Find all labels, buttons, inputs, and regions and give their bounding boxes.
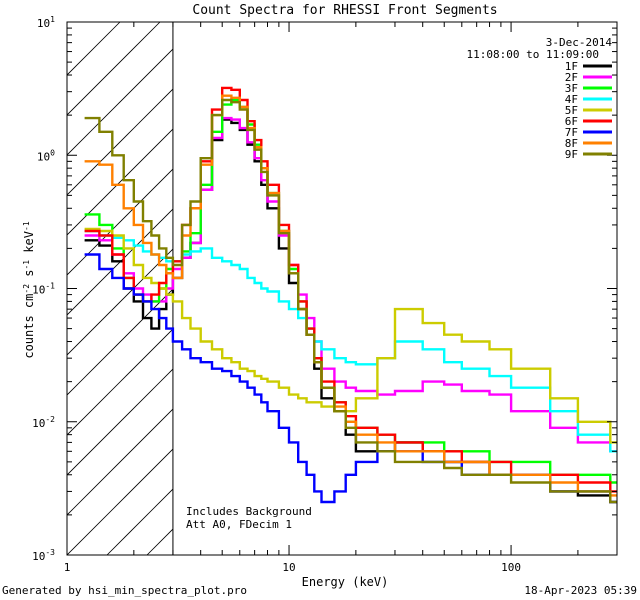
hatch-line (67, 48, 173, 156)
hatch-line (67, 208, 173, 316)
hatch-line (67, 288, 173, 396)
y-tick-label: 100 (37, 148, 55, 163)
hatch-line (67, 88, 173, 196)
chart-title: Count Spectra for RHESSI Front Segments (192, 3, 497, 18)
legend-label-3f: 3F (565, 82, 578, 95)
series-line-9f (84, 98, 617, 504)
x-axis-label: Energy (keV) (302, 575, 389, 589)
series-line-3f (84, 98, 617, 484)
footer-generated-by: Generated by hsi_min_spectra_plot.pro (2, 584, 247, 597)
series-line-7f (84, 253, 617, 504)
x-tick-label: 1 (64, 561, 71, 574)
footer-timestamp: 18-Apr-2023 05:39 (524, 584, 637, 597)
hatch-line (67, 22, 161, 116)
x-tick-label: 100 (501, 561, 521, 574)
time-range-label: 11:08:00 to 11:09:00 (467, 48, 599, 61)
hatch-line (67, 248, 173, 356)
legend-label-7f: 7F (565, 126, 578, 139)
y-tick-label: 10-1 (32, 282, 55, 297)
y-axis-label: counts cm-2 s-1 keV-1 (22, 221, 37, 358)
hatch-line (67, 22, 121, 76)
y-tick-label: 10-2 (32, 415, 55, 430)
date-label: 3-Dec-2014 (546, 36, 613, 49)
series-line-5f (84, 227, 617, 444)
hatch-line (67, 408, 173, 516)
legend-label-1f: 1F (565, 60, 578, 73)
legend-label-9f: 9F (565, 148, 578, 161)
series-line-1f (84, 118, 617, 504)
series-line-2f (84, 116, 617, 453)
legend-label-6f: 6F (565, 115, 578, 128)
y-tick-label: 101 (37, 15, 55, 30)
annotation-attenuator: Att A0, FDecim 1 (186, 518, 292, 531)
legend-label-5f: 5F (565, 104, 578, 117)
hatch-line (67, 448, 173, 555)
x-tick-label: 10 (282, 561, 295, 574)
annotation-background: Includes Background (186, 505, 312, 518)
y-tick-label: 10-3 (32, 548, 55, 563)
legend-label-8f: 8F (565, 137, 578, 150)
hatch-line (67, 368, 173, 476)
legend-label-2f: 2F (565, 71, 578, 84)
hatch-line (627, 22, 640, 555)
legend-label-4f: 4F (565, 93, 578, 106)
